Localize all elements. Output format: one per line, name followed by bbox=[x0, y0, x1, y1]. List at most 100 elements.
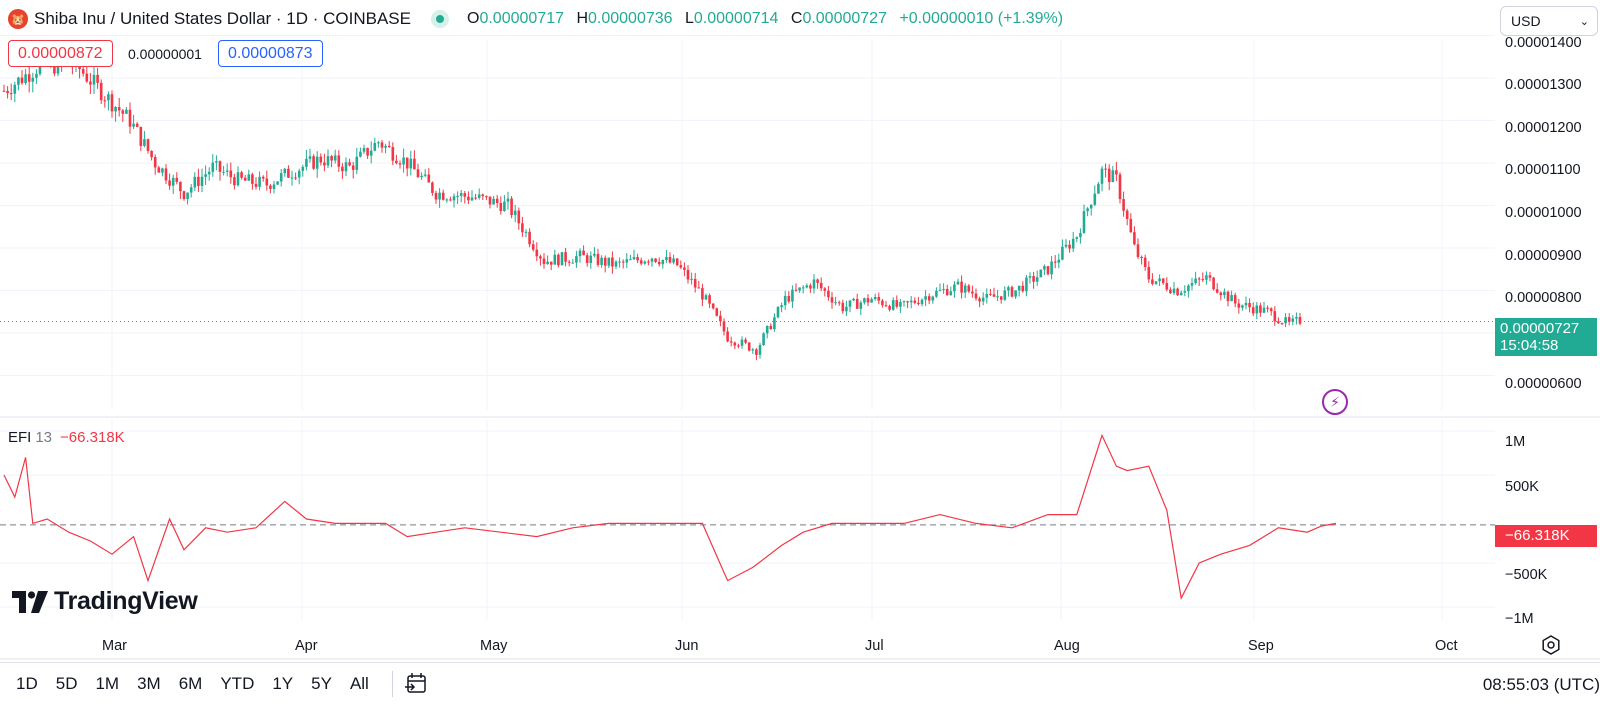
time-tick: May bbox=[480, 638, 508, 654]
sell-price-button[interactable]: 0.00000872 bbox=[8, 40, 113, 67]
candle-body bbox=[989, 293, 992, 295]
candle-body bbox=[1237, 303, 1241, 308]
candle-body bbox=[1169, 289, 1172, 294]
candle-body bbox=[485, 196, 488, 198]
candle-body bbox=[596, 253, 600, 265]
candle-body bbox=[524, 231, 528, 233]
candle-body bbox=[1122, 199, 1125, 211]
candle-body bbox=[848, 300, 852, 307]
calendar-goto-icon[interactable] bbox=[403, 671, 429, 697]
candle-body bbox=[1241, 305, 1244, 308]
efi-line bbox=[3, 433, 1337, 601]
candle-body bbox=[305, 158, 308, 167]
price-tick: 0.00000900 bbox=[1505, 248, 1582, 264]
candle-body bbox=[1025, 277, 1028, 292]
range-5d-button[interactable]: 5D bbox=[55, 674, 78, 693]
candle-body bbox=[953, 284, 956, 292]
low-label: L bbox=[684, 10, 694, 27]
candle-body bbox=[719, 315, 722, 322]
candle-body bbox=[546, 261, 549, 265]
range-3m-button[interactable]: 3M bbox=[137, 674, 161, 693]
candle-body bbox=[333, 155, 337, 161]
efi-axis: 1M 500K −500K −1M bbox=[1505, 434, 1548, 627]
candle-body bbox=[13, 84, 17, 94]
candle-body bbox=[567, 261, 571, 263]
candle-body bbox=[783, 295, 787, 306]
candle-body bbox=[758, 345, 762, 355]
candle-body bbox=[1104, 168, 1107, 170]
range-1d-button[interactable]: 1D bbox=[16, 674, 38, 693]
candle-body bbox=[319, 156, 323, 163]
candle-body bbox=[330, 156, 333, 161]
candle-body bbox=[521, 223, 524, 233]
candle-body bbox=[629, 259, 632, 261]
candle-body bbox=[1298, 316, 1302, 324]
candle-body bbox=[294, 177, 297, 179]
candle-body bbox=[683, 267, 686, 270]
candle-body bbox=[1165, 283, 1169, 290]
shiba-logo-icon[interactable]: 🐹 bbox=[8, 9, 28, 29]
candle-body bbox=[1129, 218, 1133, 233]
candle-body bbox=[1125, 210, 1129, 219]
candle-body bbox=[369, 150, 373, 156]
price-tick: 0.00001000 bbox=[1505, 205, 1582, 221]
candle-body bbox=[168, 180, 171, 186]
candle-body bbox=[225, 170, 229, 172]
candle-body bbox=[243, 177, 247, 181]
price-tick: 0.00001400 bbox=[1505, 35, 1582, 51]
candle-body bbox=[603, 257, 607, 266]
candle-body bbox=[1176, 288, 1179, 296]
candle-body bbox=[467, 196, 470, 201]
range-6m-button[interactable]: 6M bbox=[178, 674, 203, 693]
candle-body bbox=[769, 325, 773, 330]
candle-body bbox=[438, 192, 441, 200]
candle-body bbox=[762, 333, 765, 346]
range-all-button[interactable]: All bbox=[349, 674, 369, 693]
range-ytd-button[interactable]: YTD bbox=[220, 674, 255, 693]
lightning-icon[interactable]: ⚡ bbox=[1322, 389, 1348, 415]
candle-body bbox=[503, 201, 506, 212]
currency-select[interactable]: USD ⌄ bbox=[1500, 6, 1598, 36]
candle-body bbox=[287, 168, 290, 178]
candle-body bbox=[945, 288, 949, 296]
tradingview-logo[interactable]: TradingView bbox=[12, 587, 198, 616]
candle-body bbox=[405, 157, 409, 169]
candle-body bbox=[171, 177, 175, 186]
symbol-title[interactable]: Shiba Inu / United States Dollar · 1D · … bbox=[34, 9, 411, 28]
candle-body bbox=[420, 175, 423, 178]
candle-body bbox=[351, 165, 355, 170]
candle-body bbox=[600, 257, 603, 265]
range-1y-button[interactable]: 1Y bbox=[272, 674, 294, 693]
candle-body bbox=[643, 261, 647, 264]
buy-price-button[interactable]: 0.00000873 bbox=[218, 40, 323, 67]
efi-legend[interactable]: EFI 13 −66.318K bbox=[8, 429, 125, 446]
candle-body bbox=[539, 256, 542, 259]
settings-gear-icon[interactable] bbox=[1540, 634, 1562, 656]
candle-body bbox=[1089, 204, 1093, 209]
candle-body bbox=[233, 177, 236, 186]
candle-body bbox=[632, 257, 636, 260]
candle-body bbox=[139, 126, 143, 146]
time-tick: Sep bbox=[1248, 638, 1274, 654]
candle-body bbox=[1280, 323, 1284, 325]
range-1m-button[interactable]: 1M bbox=[95, 674, 120, 693]
candle-body bbox=[891, 300, 895, 310]
chevron-down-icon: ⌄ bbox=[1579, 15, 1589, 28]
candle-body bbox=[863, 298, 866, 303]
candle-body bbox=[1187, 285, 1190, 292]
candle-body bbox=[222, 171, 225, 173]
candle-body bbox=[776, 307, 780, 318]
candle-body bbox=[917, 302, 920, 305]
candle-body bbox=[135, 123, 139, 127]
candle-body bbox=[528, 231, 531, 245]
time-axis: Mar Apr May Jun Jul Aug Sep Oct bbox=[102, 638, 1458, 654]
utc-clock[interactable]: 08:55:03 (UTC) bbox=[1482, 674, 1600, 694]
candle-body bbox=[265, 178, 269, 186]
candle-body bbox=[1154, 281, 1158, 284]
candle-body bbox=[121, 110, 125, 114]
range-5y-button[interactable]: 5Y bbox=[311, 674, 332, 693]
candle-body bbox=[1003, 290, 1007, 300]
candle-body bbox=[1079, 233, 1082, 238]
candle-body bbox=[1244, 302, 1248, 306]
